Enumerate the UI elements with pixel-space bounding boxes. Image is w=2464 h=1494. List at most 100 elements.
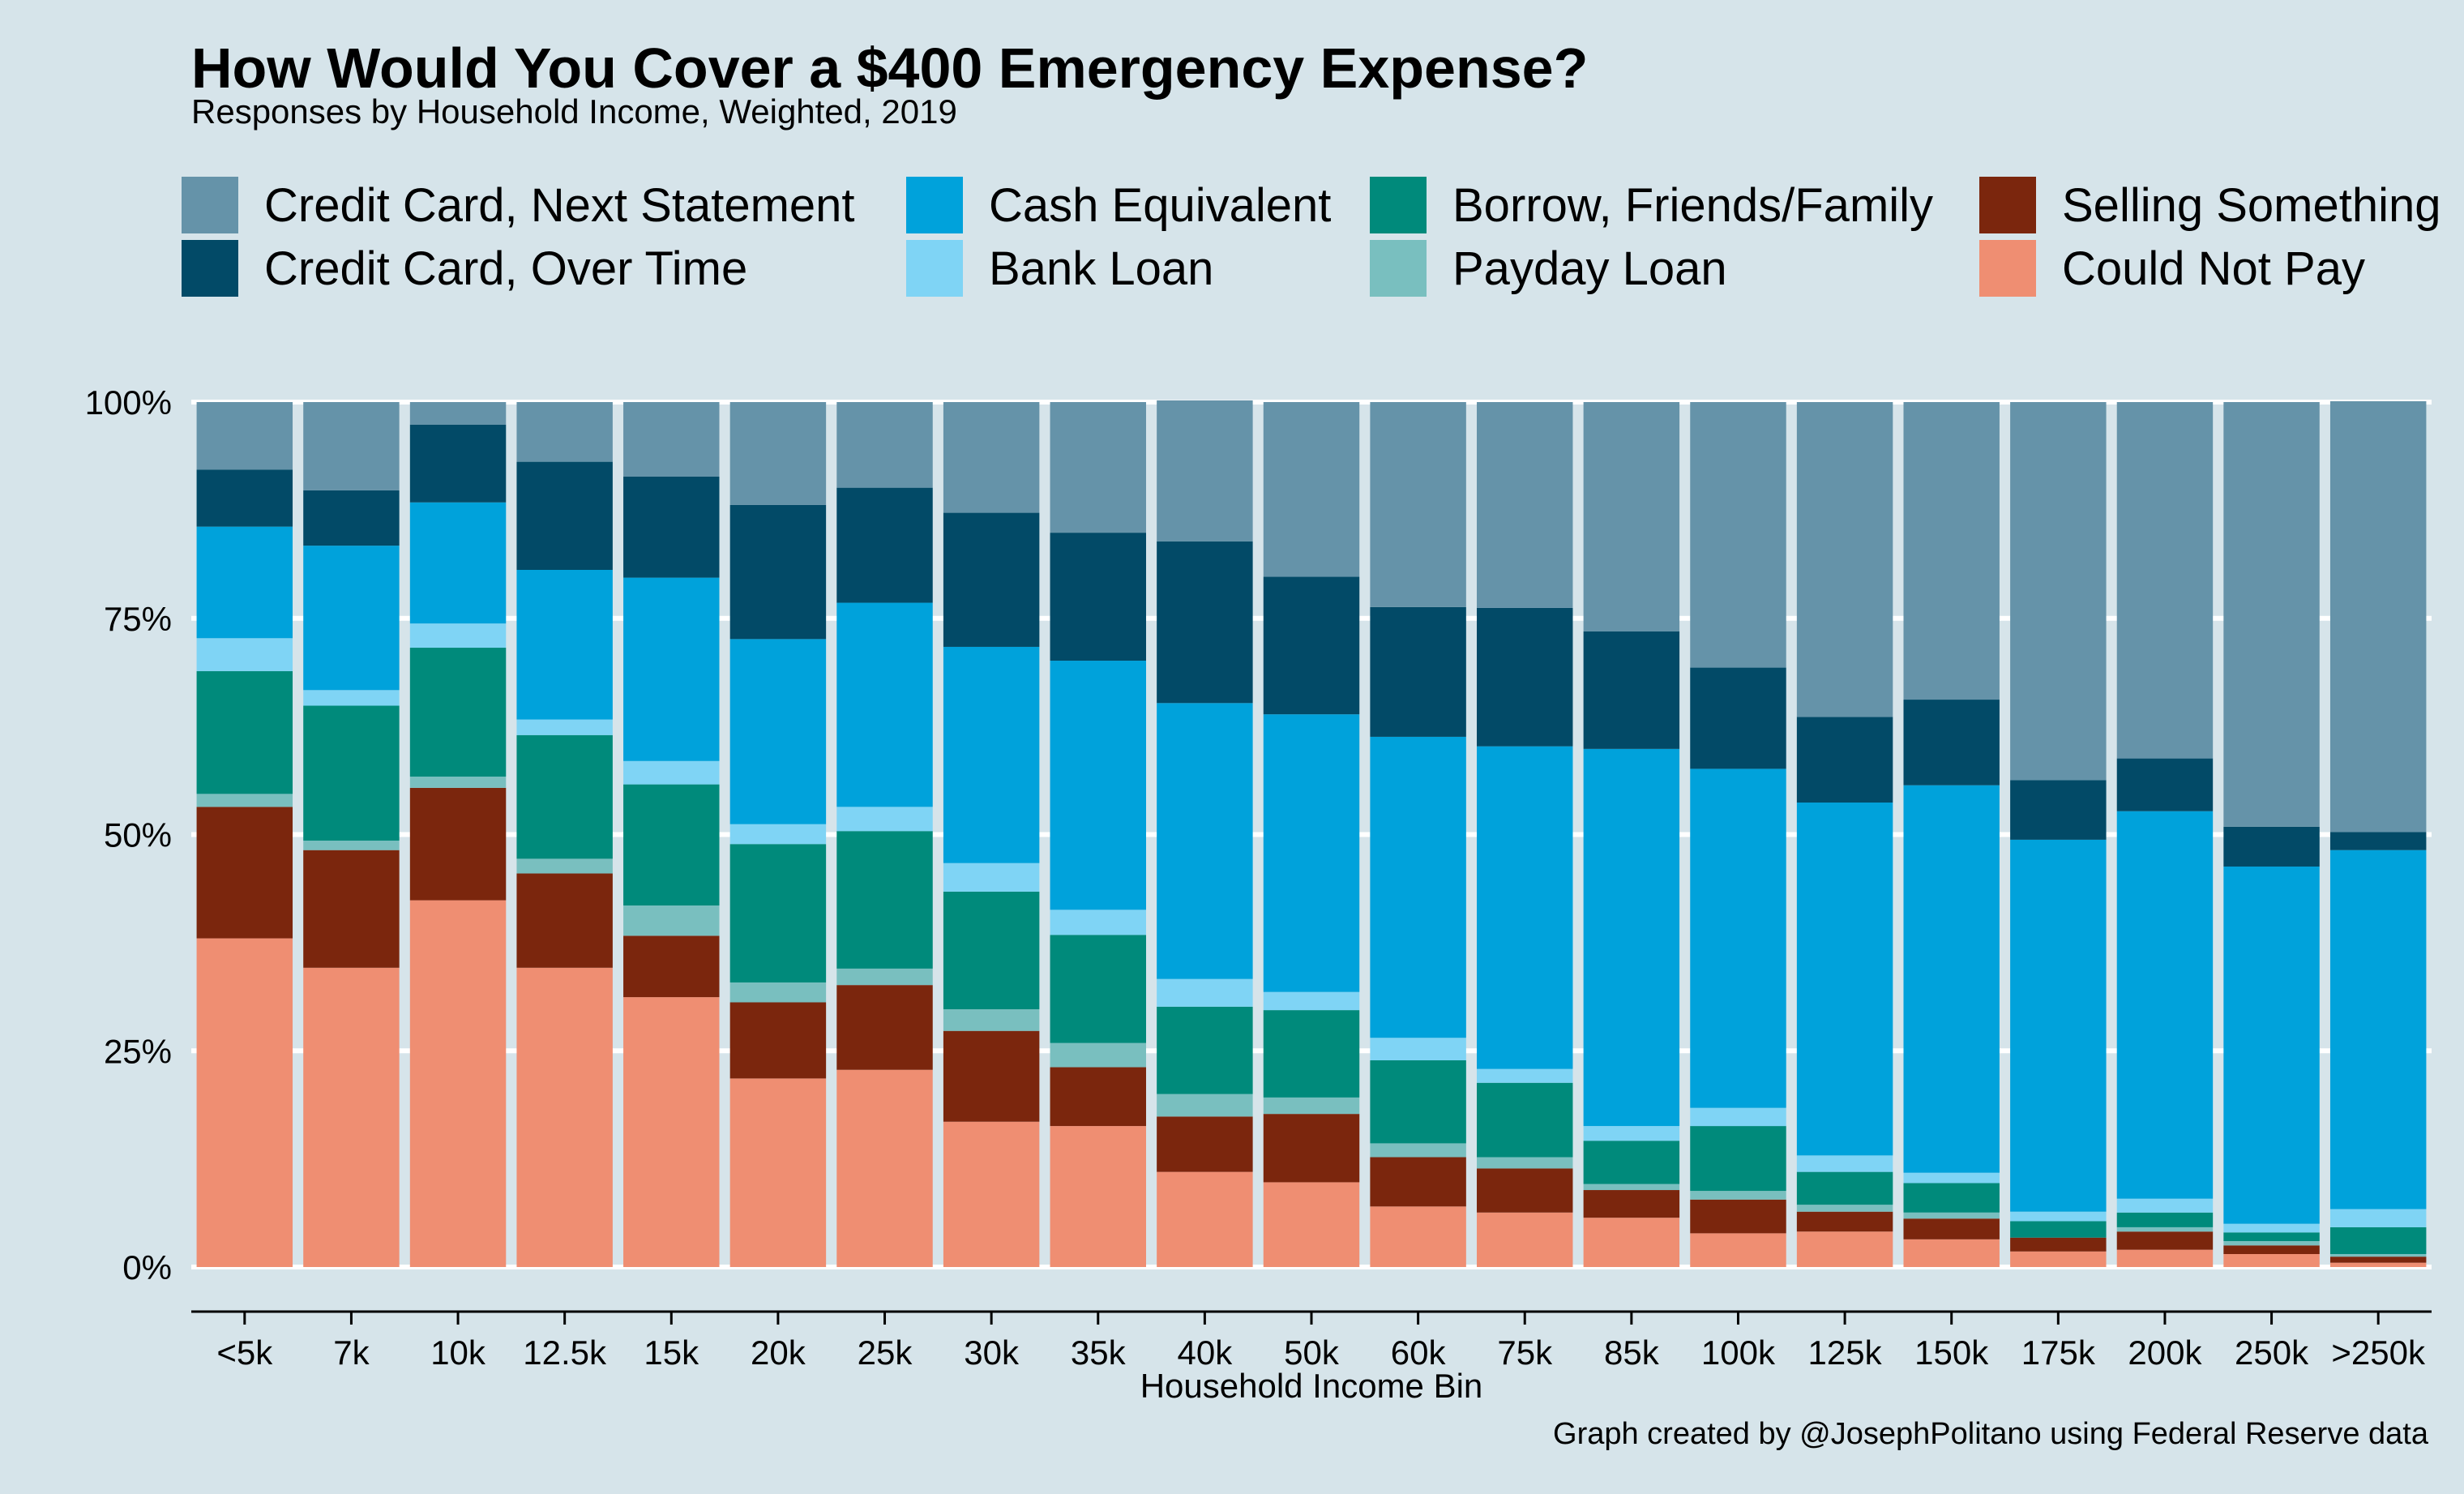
bar-segment [2329,400,2427,833]
legend-key-borrow-friends-family [1370,177,1427,233]
bar-segment [1050,910,1146,935]
x-tick-label: 85k [1604,1333,1660,1372]
bar-segment [196,794,293,807]
bar-segment [196,402,293,470]
legend-label: Credit Card, Next Statement [264,178,855,232]
bar-segment [943,1030,1040,1122]
bar-segment [1157,400,1253,542]
legend-key-could-not-pay [1979,240,2036,297]
x-tick-label: 10k [430,1333,486,1372]
bar-segment [729,844,827,982]
x-tick-label: 7k [333,1333,370,1372]
bar-segment [196,469,293,527]
x-axis-title: Household Income Bin [1140,1367,1483,1405]
bar-segment [1050,661,1146,910]
bar-segment [623,402,720,477]
bar-segment [1477,1168,1573,1213]
bar-segment [2116,402,2214,759]
bar-segment [1157,1094,1253,1117]
legend-item-could-not-pay: Could Not Pay [1979,240,2365,297]
bar-segment [409,648,507,777]
bar-segment [1903,1212,2000,1219]
x-tick-label: 125k [1808,1333,1883,1372]
bar-segment [1370,1059,1466,1144]
bar-segment [1796,1211,1893,1232]
bar-segment [2116,1249,2214,1267]
bar-segment [623,476,720,578]
bar-segment [1263,1182,1360,1267]
x-tick-label: 35k [1071,1333,1127,1372]
bar-segment [2329,1253,2427,1257]
bar-segment [1583,1218,1680,1267]
bar-segment [1157,703,1253,979]
bar-segment [516,461,613,570]
bar-segment [2223,1245,2320,1254]
y-tick-label: 50% [104,816,172,854]
bar-segment [2010,1237,2107,1252]
chart-subtitle: Responses by Household Income, Weighted,… [191,92,957,131]
bar-segment [836,602,933,807]
bar-segment [836,487,933,603]
bar-segment [1690,1126,1786,1192]
bar-segment [2010,1251,2107,1267]
bar-segment [516,569,613,720]
bar-segment [2223,1232,2320,1241]
bar-segment [303,402,400,490]
bar-segment [409,777,507,788]
bar-segment [303,840,400,850]
bar-segment [1583,1190,1680,1218]
bar-segment [196,938,293,1267]
bar-segment [623,577,720,761]
y-tick-label: 75% [104,600,172,638]
bar-segment [2329,1209,2427,1227]
bar-segment [516,734,613,859]
bar-segment [729,504,827,640]
x-tick-label: 200k [2128,1333,2202,1372]
bar-segment [1690,402,1786,668]
bar-segment [2329,850,2427,1209]
bar-segment [943,863,1040,892]
bar-segment [1050,1042,1146,1068]
legend-label: Bank Loan [989,242,1214,295]
chart-title: How Would You Cover a $400 Emergency Exp… [191,36,1589,100]
bar-segment [303,490,400,546]
bar-segment [196,807,293,939]
bar-segment [1263,402,1360,577]
legend-item-credit-card-next-statement: Credit Card, Next Statement [182,177,855,233]
bar-segment [836,807,933,832]
bar-segment [836,1069,933,1267]
bar-segment [1903,1218,2000,1239]
bar-segment [516,402,613,462]
x-tick-label: 40k [1178,1333,1234,1372]
bar-segment [623,905,720,936]
bar-segment [836,985,933,1070]
bar-segment [1477,1068,1573,1083]
x-tick-label: 20k [751,1333,806,1372]
bar-segment [1050,1126,1146,1267]
bar-segment [1583,1184,1680,1191]
bar-segment [1157,1006,1253,1094]
legend-item-cash-equivalent: Cash Equivalent [906,177,1331,233]
x-tick-label: 30k [964,1333,1020,1372]
bar-segment [2116,1231,2214,1250]
bar-segment [303,546,400,691]
bar-segment [1157,978,1253,1007]
legend-key-credit-card-next-statement [182,177,238,233]
bar-segment [623,784,720,905]
x-tick-label: 100k [1701,1333,1776,1372]
bar-segment [2010,780,2107,840]
bar-segment [1903,700,2000,786]
bar-segment [2223,1240,2320,1246]
bar-segment [1370,1206,1466,1267]
bar-segment [2223,402,2320,827]
bar-segment [1690,1233,1786,1267]
bar-segment [623,997,720,1267]
bar-segment [1477,746,1573,1069]
bar-segment [1583,402,1680,631]
x-tick-label: 12.5k [523,1333,607,1372]
bar-segment [409,623,507,649]
bar-segment [1583,1126,1680,1141]
legend-key-credit-card-over-time [182,240,238,297]
bar-segment [1477,1082,1573,1158]
bar-segment [1157,541,1253,704]
